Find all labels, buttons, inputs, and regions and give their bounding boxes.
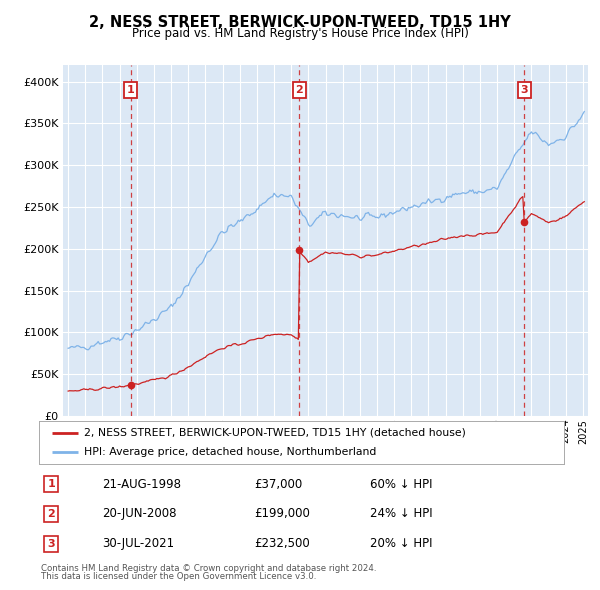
Text: This data is licensed under the Open Government Licence v3.0.: This data is licensed under the Open Gov… [41,572,316,581]
Text: 1: 1 [47,479,55,489]
Text: 2, NESS STREET, BERWICK-UPON-TWEED, TD15 1HY (detached house): 2, NESS STREET, BERWICK-UPON-TWEED, TD15… [83,428,466,438]
Text: 2, NESS STREET, BERWICK-UPON-TWEED, TD15 1HY: 2, NESS STREET, BERWICK-UPON-TWEED, TD15… [89,15,511,30]
Text: £232,500: £232,500 [254,537,310,550]
Text: 20-JUN-2008: 20-JUN-2008 [102,507,176,520]
Text: 2: 2 [47,509,55,519]
Text: 24% ↓ HPI: 24% ↓ HPI [370,507,433,520]
Text: HPI: Average price, detached house, Northumberland: HPI: Average price, detached house, Nort… [83,447,376,457]
Text: £199,000: £199,000 [254,507,310,520]
Text: 3: 3 [47,539,55,549]
Text: 20% ↓ HPI: 20% ↓ HPI [370,537,432,550]
Text: 60% ↓ HPI: 60% ↓ HPI [370,477,432,490]
Text: 3: 3 [520,85,528,95]
Text: Price paid vs. HM Land Registry's House Price Index (HPI): Price paid vs. HM Land Registry's House … [131,27,469,40]
Text: 21-AUG-1998: 21-AUG-1998 [102,477,181,490]
Text: £37,000: £37,000 [254,477,302,490]
Text: Contains HM Land Registry data © Crown copyright and database right 2024.: Contains HM Land Registry data © Crown c… [41,564,376,573]
Text: 1: 1 [127,85,134,95]
Text: 2: 2 [295,85,303,95]
Text: 30-JUL-2021: 30-JUL-2021 [102,537,174,550]
